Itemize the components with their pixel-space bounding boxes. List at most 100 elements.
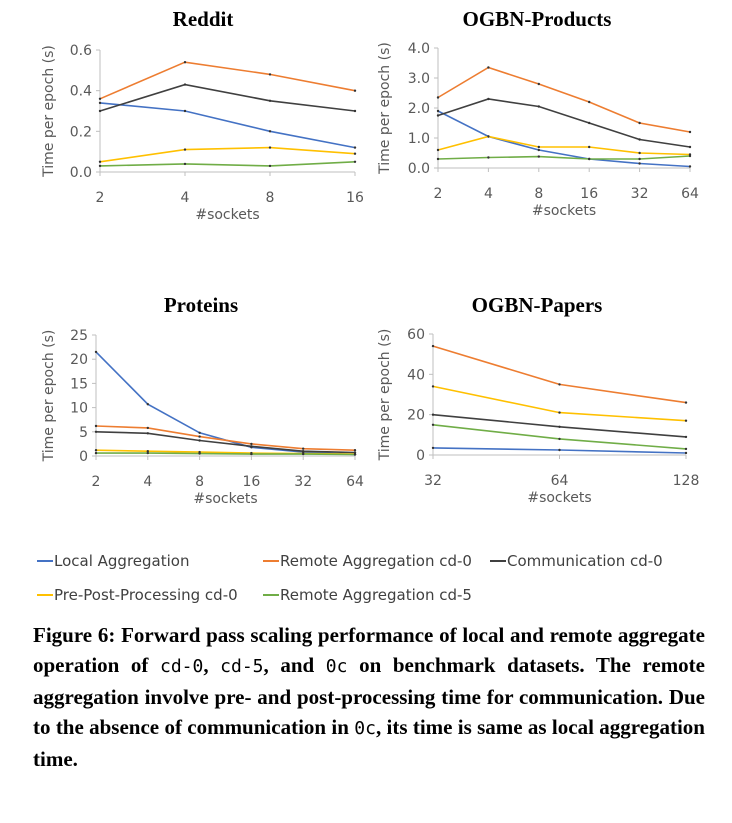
data-point: [431, 423, 435, 426]
caption-code-cd5: cd-5: [220, 656, 264, 677]
data-point: [198, 452, 201, 455]
data-point: [183, 148, 187, 151]
data-point: [684, 401, 688, 404]
data-point: [183, 61, 187, 64]
x-tick-label: 8: [266, 190, 275, 206]
data-point: [98, 97, 102, 101]
data-point: [638, 157, 641, 161]
data-point: [146, 403, 149, 406]
y-axis-title: Time per epoch (s): [377, 42, 393, 175]
data-point: [94, 451, 98, 455]
panel-title: OGBN-Products: [463, 7, 612, 31]
caption-code-0c-2: 0c: [354, 718, 376, 739]
data-point: [146, 426, 149, 430]
data-point: [436, 96, 440, 99]
series-line: [432, 424, 687, 450]
x-axis-title: #sockets: [532, 203, 596, 219]
data-point: [487, 135, 490, 138]
series-line: [437, 110, 691, 168]
data-point: [268, 99, 272, 103]
series-line: [437, 66, 691, 133]
legend-entry: Pre-Post-Processing cd-0: [54, 586, 238, 604]
x-tick-label: 4: [181, 190, 190, 206]
data-point: [684, 419, 688, 422]
series-line: [99, 83, 356, 112]
data-point: [183, 83, 187, 86]
series-line: [437, 98, 691, 148]
data-point: [302, 450, 305, 453]
y-tick-label: 2.0: [408, 101, 430, 117]
data-point: [98, 101, 102, 105]
panel-title: OGBN-Papers: [472, 293, 603, 317]
data-point: [198, 431, 201, 434]
data-point: [537, 82, 540, 86]
data-point: [638, 121, 641, 125]
y-tick-label: 0.0: [70, 165, 92, 181]
data-point: [353, 453, 357, 456]
y-tick-label: 10: [70, 401, 88, 417]
data-point: [250, 452, 253, 456]
data-point: [431, 413, 435, 416]
y-tick-label: 0.2: [70, 124, 92, 140]
series-line: [432, 385, 687, 422]
data-point: [588, 145, 591, 149]
x-tick-label: 8: [195, 474, 204, 490]
data-point: [431, 344, 435, 348]
x-tick-label: 16: [580, 186, 598, 202]
y-tick-label: 4.0: [408, 41, 430, 57]
x-tick-label: 32: [424, 473, 442, 489]
x-axis-title: #sockets: [193, 491, 257, 507]
y-tick-label: 20: [70, 352, 88, 368]
y-axis-title: Time per epoch (s): [41, 45, 57, 178]
data-point: [638, 138, 641, 141]
y-axis-title: Time per epoch (s): [377, 329, 393, 462]
data-point: [558, 383, 561, 386]
data-point: [638, 162, 641, 165]
data-point: [431, 446, 435, 450]
y-tick-label: 0.0: [408, 161, 430, 177]
data-point: [94, 430, 98, 433]
y-tick-label: 1.0: [408, 131, 430, 147]
data-point: [436, 157, 440, 161]
data-point: [688, 154, 692, 158]
y-tick-label: 0: [416, 448, 425, 464]
series-line: [99, 146, 356, 163]
data-point: [487, 66, 490, 69]
data-point: [588, 121, 591, 125]
legend-entry: Remote Aggregation cd-0: [280, 552, 472, 570]
x-tick-label: 4: [484, 186, 493, 202]
series-line: [437, 135, 691, 156]
x-tick-label: 64: [346, 474, 364, 490]
data-point: [436, 109, 440, 113]
legend-entry: Communication cd-0: [507, 552, 663, 570]
data-point: [353, 160, 357, 163]
data-point: [436, 148, 440, 152]
series-line: [96, 452, 356, 456]
data-point: [688, 165, 692, 168]
data-point: [588, 157, 591, 161]
data-point: [94, 424, 98, 428]
series-line: [99, 161, 356, 167]
x-tick-label: 2: [92, 474, 101, 490]
caption-sep-2: , and: [263, 653, 315, 677]
data-point: [268, 73, 272, 76]
data-point: [98, 164, 102, 168]
legend-entry: Remote Aggregation cd-5: [280, 586, 472, 604]
data-point: [250, 445, 253, 448]
y-tick-label: 3.0: [408, 71, 430, 87]
data-point: [353, 449, 357, 452]
caption-code-cd0: cd-0: [159, 656, 204, 677]
data-point: [268, 164, 272, 168]
caption-text-2: on benchmark datasets. The remote aggreg…: [33, 653, 705, 739]
data-point: [558, 411, 561, 414]
panel-title: Reddit: [173, 7, 234, 31]
data-point: [183, 162, 187, 166]
y-tick-label: 5: [79, 425, 88, 441]
caption-label: Figure 6:: [33, 623, 116, 647]
data-point: [268, 146, 272, 149]
caption-code-0c: 0c: [325, 656, 348, 677]
caption-sep-1: ,: [203, 653, 209, 677]
data-point: [94, 350, 98, 354]
x-axis-title: #sockets: [195, 207, 259, 223]
